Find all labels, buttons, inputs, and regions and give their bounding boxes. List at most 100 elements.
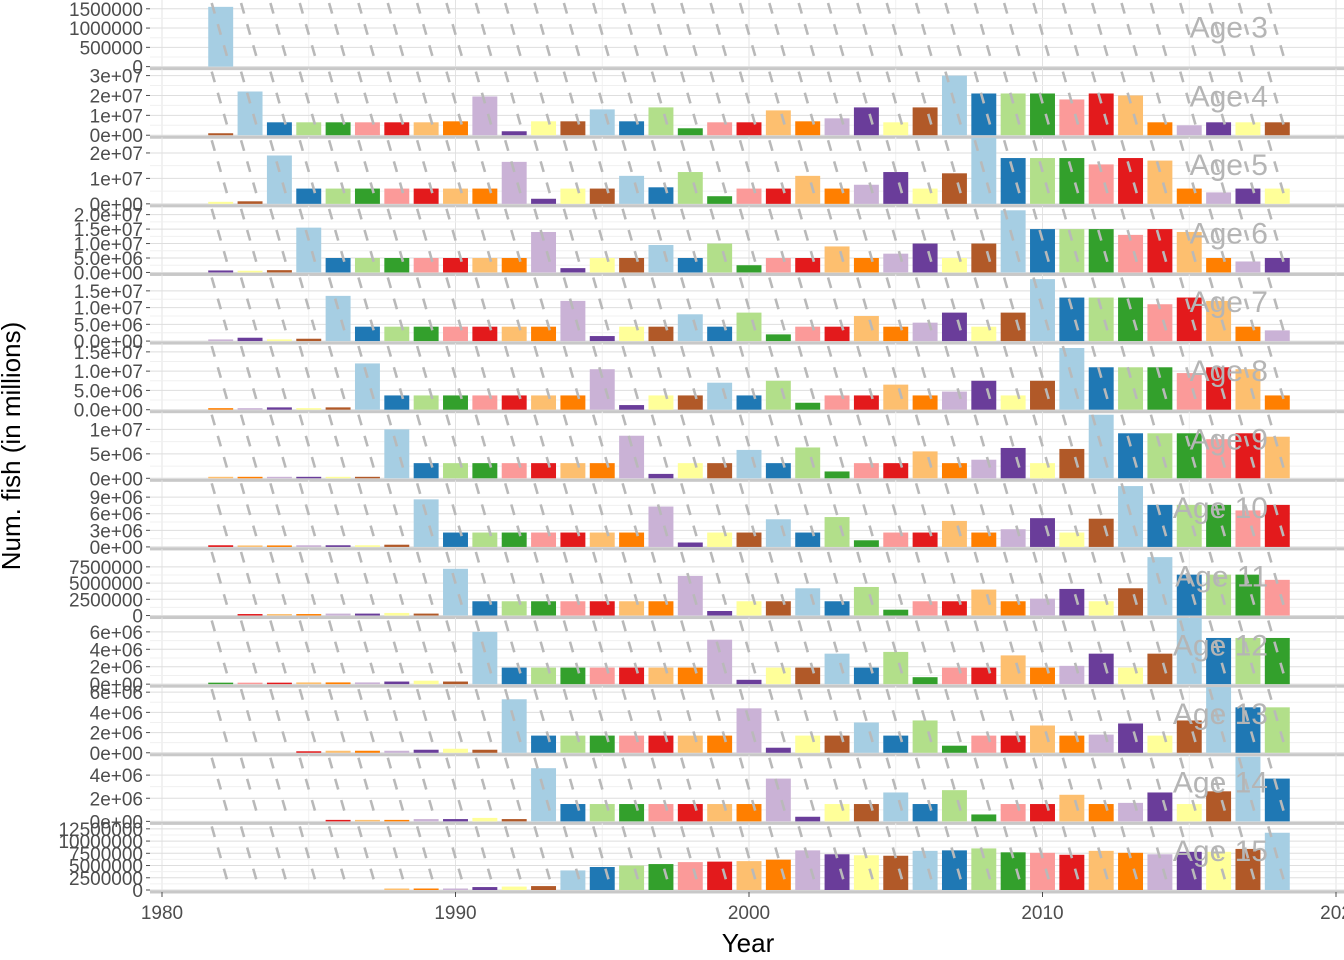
y-tick-label: 2e+06 [90,789,143,810]
cohort-guide-line [1002,414,1024,478]
bar [1147,792,1173,822]
bar [707,463,733,479]
bar [296,338,322,342]
y-tick-label: 1500000 [69,0,143,21]
cohort-guide-line [1002,482,1024,547]
cohort-guide-line [650,208,672,272]
cohort-guide-line [269,757,290,821]
bar [413,326,439,342]
cohort-guide-line [1149,345,1171,410]
cohort-guide-line [1061,208,1083,272]
cohort-guide-line [533,620,554,684]
cohort-guide-line [826,688,848,753]
bar [266,476,292,479]
bar [237,91,263,136]
bar [1059,99,1085,136]
cohort-guide-line [621,345,642,410]
facet-label: Age 3 [1190,12,1268,45]
cohort-guide-line [1179,688,1200,753]
bar [707,196,733,204]
cohort-guide-line [327,139,349,204]
cohort-guide-line [885,414,906,478]
facet-label: Age 9 [1190,423,1268,456]
cohort-guide-line [298,345,319,410]
cohort-guide-line [1267,688,1288,753]
cohort-guide-line [327,757,349,821]
cohort-guide-line [885,139,906,204]
bar [736,395,762,410]
cohort-guide-line [738,757,760,821]
cohort-guide-line [415,688,437,753]
y-tick-label: 5000000 [69,574,143,595]
facet-panel: 0e+00 1e+07 2e+07 Age 5 [90,137,1344,216]
cohort-guide-line [1090,757,1112,821]
cohort-guide-line [768,620,789,684]
cohort-guide-line [914,139,936,204]
bar [1206,637,1232,685]
cohort-guide-line [1032,414,1053,478]
x-tick-label: 1980 [141,903,183,924]
bar [1059,588,1085,616]
bar [266,614,292,616]
cohort-guide-line [562,71,584,135]
y-tick-label: 9e+06 [90,488,143,509]
cohort-guide-line [797,71,818,135]
y-tick-label: 2500000 [69,590,143,611]
cohort-guide-line [768,2,789,66]
cohort-guide-line [327,345,349,410]
bar [384,326,410,342]
cohort-guide-line [797,2,818,66]
cohort-guide-line [797,482,818,547]
bar [1235,510,1261,547]
cohort-guide-line [797,139,818,204]
cohort-guide-line [914,482,936,547]
cohort-guide-line [1002,551,1024,615]
cohort-guide-line [298,620,319,684]
bar [1118,234,1144,273]
bar [677,667,703,685]
cohort-guide-line [1149,139,1171,204]
cohort-guide-line [415,277,437,341]
bar [325,819,351,822]
bar [354,819,380,822]
cohort-guide-line [738,414,760,478]
cohort-guide-line [503,277,525,341]
y-tick-label: 0e+00 [90,195,143,216]
cohort-guide-line [357,482,378,547]
cohort-guide-line [797,826,818,890]
cohort-guide-line [709,688,730,753]
cohort-guide-line [826,482,848,547]
bar [1000,447,1026,479]
bar [208,476,234,479]
bar [1059,158,1085,204]
bar [237,545,263,547]
bar [1206,258,1232,273]
cohort-guide-line [562,345,584,410]
bar [589,667,615,685]
cohort-guide-line [826,208,848,272]
cohort-guide-line [269,208,290,272]
cohort-guide-line [533,345,554,410]
cohort-guide-line [592,688,613,753]
bar [1147,735,1173,753]
bar [824,653,850,685]
cohort-guide-line [445,2,466,66]
bar [1264,637,1290,685]
cohort-guide-line [856,139,877,204]
bar [1000,529,1026,547]
y-tick-label: 4e+06 [90,640,143,661]
cohort-guide-line [1149,620,1171,684]
cohort-guide-line [944,482,965,547]
cohort-guide-line [885,345,906,410]
cohort-guide-line [445,551,466,615]
cohort-guide-line [1208,757,1229,821]
cohort-guide-line [1090,139,1112,204]
cohort-guide-line [1090,551,1112,615]
cohort-guide-line [885,757,906,821]
cohort-guide-line [885,2,906,66]
y-tick-label: 0 [132,58,143,79]
bar [531,532,557,547]
bar [443,681,468,685]
